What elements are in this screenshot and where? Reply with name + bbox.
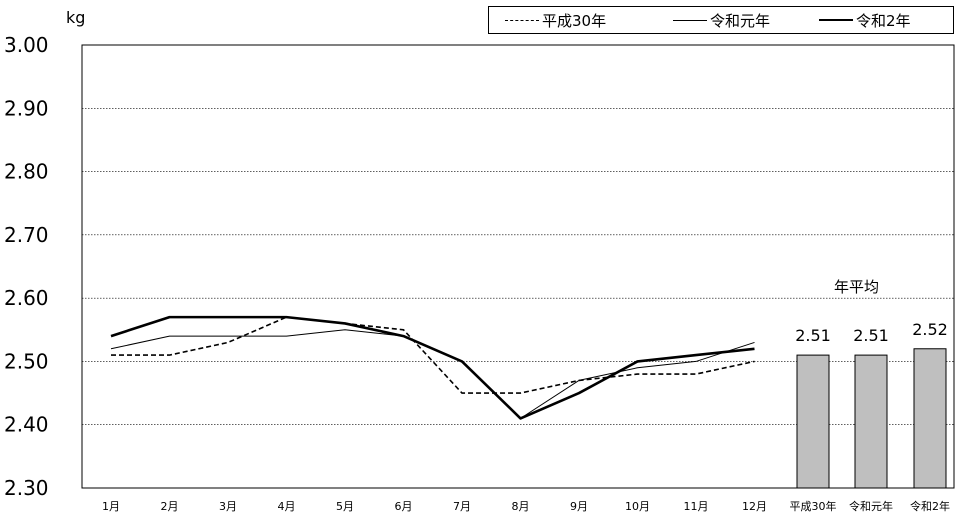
x-tick-label: 4月 (278, 500, 296, 513)
y-tick-label: 2.60 (4, 286, 49, 310)
series-line-2 (110, 315, 755, 420)
y-tick-label: 2.40 (4, 413, 49, 437)
x-tick-label: 3月 (219, 500, 237, 513)
x-tick-label: 12月 (742, 500, 767, 513)
y-tick-label: 2.90 (4, 96, 49, 120)
x-tick-label: 7月 (453, 500, 471, 513)
x-tick-label: 9月 (570, 500, 588, 513)
y-tick-label: 2.30 (4, 476, 49, 500)
y-tick-label: 3.00 (4, 33, 49, 57)
plot-area-frame (81, 44, 955, 489)
legend: 平成30年 令和元年 令和2年 (488, 6, 954, 34)
average-bar-value-label: 2.51 (853, 326, 889, 345)
x-tick-label: 10月 (625, 500, 650, 513)
average-bar (913, 348, 947, 489)
average-bar (854, 354, 888, 489)
legend-item-heisei30: 平成30年 (505, 7, 606, 33)
legend-item-reiwa2: 令和2年 (819, 7, 911, 33)
legend-item-reiwa1: 令和元年 (673, 7, 770, 33)
average-bar-category-label: 令和2年 (910, 499, 950, 513)
x-tick-label: 5月 (336, 500, 354, 513)
x-tick-label: 8月 (512, 500, 530, 513)
legend-thick-line-swatch (819, 19, 853, 21)
x-tick-label: 6月 (395, 500, 413, 513)
average-bar-value-label: 2.52 (912, 320, 948, 339)
annual-average-title: 年平均 (834, 278, 880, 296)
y-tick-label: 2.50 (4, 349, 49, 373)
y-axis-unit-label: kg (66, 8, 86, 27)
series-line-1 (110, 329, 755, 419)
legend-label-reiwa2: 令和2年 (856, 11, 911, 30)
average-bar-value-label: 2.51 (795, 326, 831, 345)
x-tick-label: 2月 (161, 500, 179, 513)
legend-thin-line-swatch (673, 19, 707, 21)
y-tick-label: 2.80 (4, 160, 49, 184)
x-tick-label: 11月 (684, 500, 709, 513)
series-line-0 (111, 316, 755, 394)
legend-label-heisei30: 平成30年 (542, 11, 607, 30)
legend-label-reiwa1: 令和元年 (710, 11, 771, 30)
y-tick-label: 2.70 (4, 223, 49, 247)
average-bar-category-label: 令和元年 (849, 499, 893, 513)
average-bar-category-label: 平成30年 (790, 499, 837, 513)
legend-dashed-line-swatch (505, 19, 539, 21)
average-bar (796, 354, 830, 489)
x-tick-label: 1月 (102, 500, 120, 513)
